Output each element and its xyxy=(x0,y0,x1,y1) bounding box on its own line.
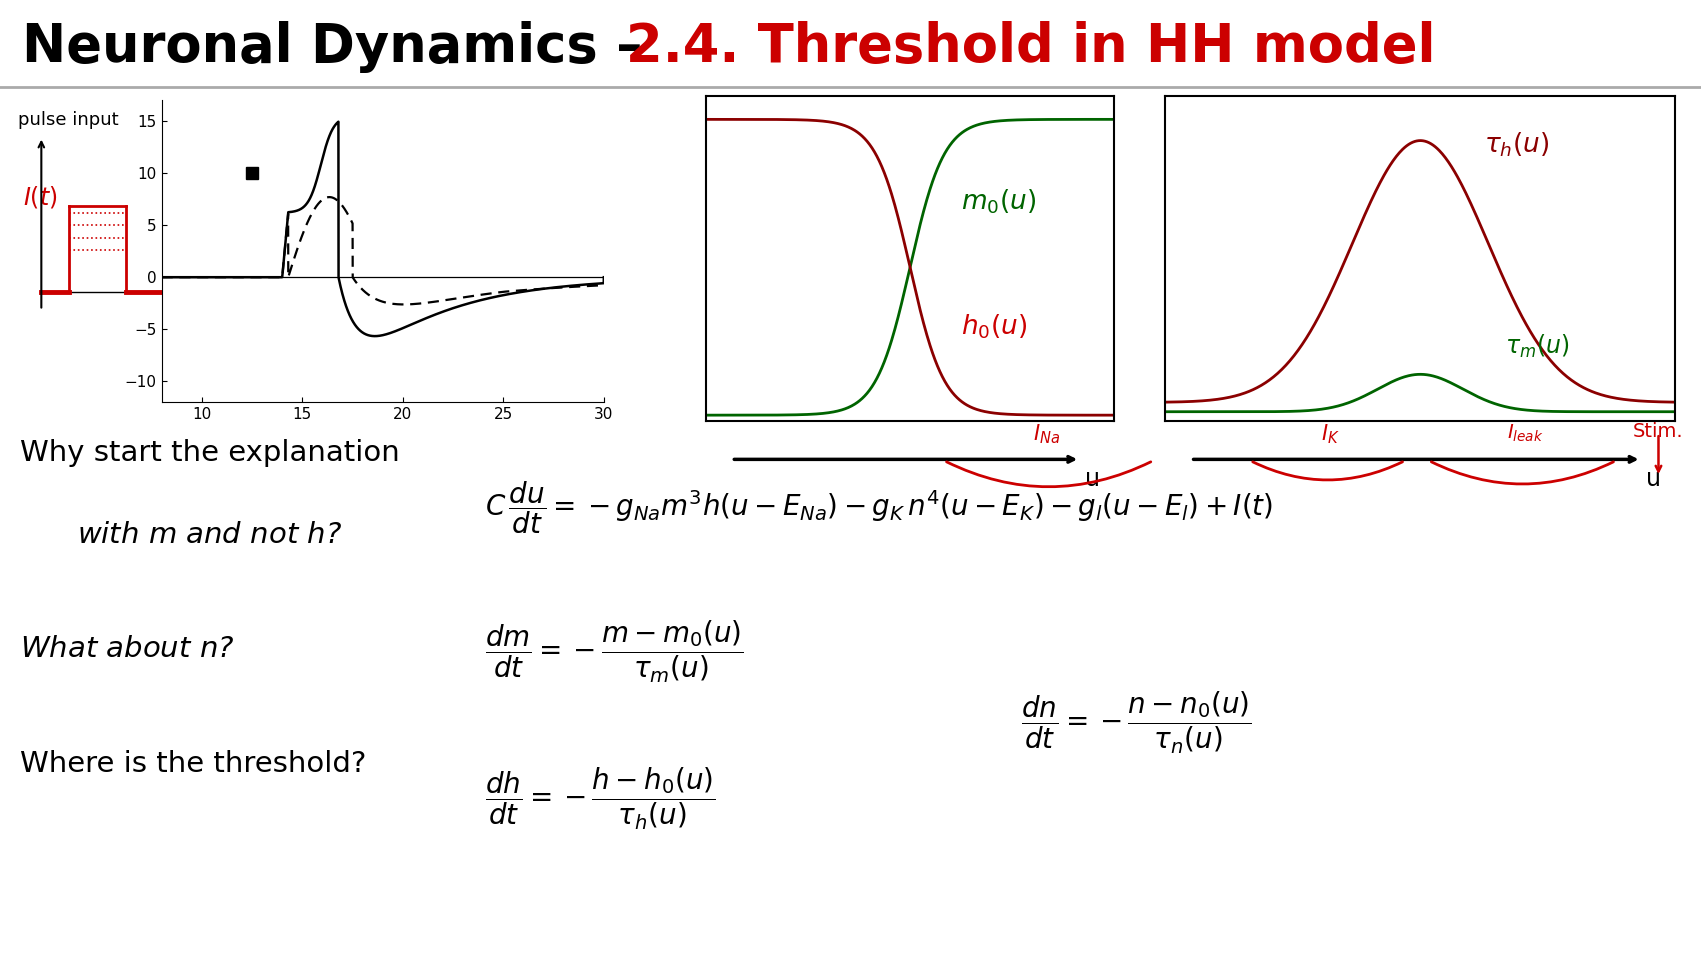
Text: $I_K$: $I_K$ xyxy=(1320,422,1340,446)
Text: Stim.: Stim. xyxy=(1633,422,1684,441)
Text: $\dfrac{dm}{dt} = -\dfrac{m - m_0(u)}{\tau_m(u)}$: $\dfrac{dm}{dt} = -\dfrac{m - m_0(u)}{\t… xyxy=(485,619,743,685)
Text: $C\,\dfrac{du}{dt} = -g_{Na}m^3h(u-E_{Na}) - g_K\,n^4(u-E_K) - g_l(u-E_l) + I(t): $C\,\dfrac{du}{dt} = -g_{Na}m^3h(u-E_{Na… xyxy=(485,479,1272,536)
Text: $\dfrac{dh}{dt} = -\dfrac{h - h_0(u)}{\tau_h(u)}$: $\dfrac{dh}{dt} = -\dfrac{h - h_0(u)}{\t… xyxy=(485,766,714,833)
Text: $m_0(u)$: $m_0(u)$ xyxy=(961,188,1036,216)
Text: pulse input: pulse input xyxy=(19,112,119,129)
Text: Neuronal Dynamics –: Neuronal Dynamics – xyxy=(22,21,662,74)
Text: Why start the explanation: Why start the explanation xyxy=(20,438,400,467)
Text: u: u xyxy=(1085,467,1101,491)
Text: $\tau_m(u)$: $\tau_m(u)$ xyxy=(1505,333,1570,360)
Text: $\tau_h(u)$: $\tau_h(u)$ xyxy=(1483,130,1550,159)
Text: u: u xyxy=(1647,467,1662,491)
Text: $\dfrac{dn}{dt} = -\dfrac{n - n_0(u)}{\tau_n(u)}$: $\dfrac{dn}{dt} = -\dfrac{n - n_0(u)}{\t… xyxy=(1021,690,1250,756)
Text: with $m$ and not $h$?: with $m$ and not $h$? xyxy=(77,521,342,548)
Text: $h_0(u)$: $h_0(u)$ xyxy=(961,312,1027,341)
Text: $\mathit{I(t)}$: $\mathit{I(t)}$ xyxy=(24,184,58,210)
Text: $I_{leak}$: $I_{leak}$ xyxy=(1507,422,1545,444)
Text: Where is the threshold?: Where is the threshold? xyxy=(20,749,367,778)
Text: 2.4. Threshold in HH model: 2.4. Threshold in HH model xyxy=(626,21,1436,74)
Text: What about $n$?: What about $n$? xyxy=(20,635,235,663)
Text: $I_{Na}$: $I_{Na}$ xyxy=(1033,422,1060,446)
